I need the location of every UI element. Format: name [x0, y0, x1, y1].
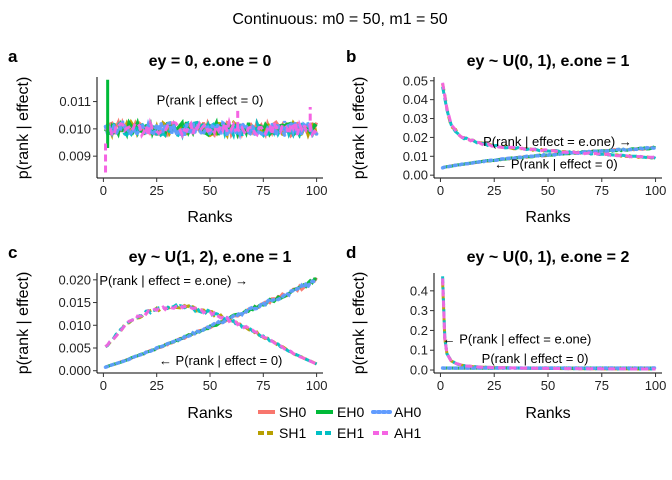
y-tick-label: 0.010: [58, 121, 91, 136]
series-group: [440, 82, 658, 170]
series-line-ah0: [103, 277, 319, 369]
x-tick-label: 100: [645, 378, 667, 393]
panel-title: ey ~ U(0, 1), e.one = 1: [467, 53, 630, 70]
y-tick-label: 0.3: [410, 303, 428, 318]
annotation: ← P(rank | effect = 0): [159, 353, 282, 368]
y-tick-label: 0.010: [58, 318, 91, 333]
annotation: P(rank | effect = 0): [157, 92, 264, 107]
y-axis-label: p(rank | effect): [15, 272, 32, 375]
series-line-ah1: [104, 116, 318, 140]
x-tick-label: 0: [437, 183, 444, 198]
annotation: P(rank | effect = 0): [482, 351, 589, 366]
panel-title: ey = 0, e.one = 0: [149, 53, 272, 70]
series-group: [103, 276, 319, 369]
x-tick-label: 25: [487, 183, 501, 198]
x-tick-label: 25: [487, 378, 501, 393]
x-axis-label: Ranks: [525, 209, 570, 226]
y-tick-label: 0.0: [410, 363, 428, 378]
panel-c: c ey ~ U(1, 2), e.one = 1 0 25 50 75 100 0.000 0…: [8, 243, 327, 422]
series-line-ah1: [441, 278, 656, 371]
panel-letter: b: [346, 47, 356, 66]
panel-letter: a: [8, 47, 18, 66]
y-tick-label: 0.011: [59, 94, 91, 109]
y-tick-label: 0.009: [58, 149, 91, 164]
x-tick-label: 25: [149, 378, 163, 393]
y-tick-label: 0.01: [403, 149, 428, 164]
legend-label-ah0: AH0: [394, 404, 421, 420]
y-tick-label: 0.04: [403, 92, 428, 107]
y-axis-label: p(rank | effect): [351, 272, 368, 375]
x-tick-label: 50: [541, 378, 555, 393]
y-tick-label: 0.03: [403, 111, 428, 126]
x-tick-label: 100: [645, 183, 667, 198]
x-tick-label: 100: [306, 378, 328, 393]
y-tick-label: 0.2: [410, 323, 428, 338]
x-tick-label: 0: [437, 378, 444, 393]
legend-label-eh0: EH0: [337, 404, 364, 420]
x-tick-label: 75: [256, 183, 270, 198]
x-tick-label: 50: [203, 183, 217, 198]
panel-d: d ey ~ U(0, 1), e.one = 2 0 25 50 75 100 0.0 0.1…: [346, 243, 666, 422]
x-axis-label: Ranks: [525, 405, 570, 422]
series-line-ah0: [440, 145, 658, 170]
series-line-ah1: [104, 303, 318, 366]
series-group: [440, 276, 658, 371]
x-tick-label: 0: [100, 378, 107, 393]
x-tick-label: 50: [541, 183, 555, 198]
x-tick-label: 25: [149, 183, 163, 198]
legend: SH0 SH1 EH0 EH1 AH0 AH1: [258, 404, 421, 441]
panel-letter: c: [8, 243, 17, 262]
y-tick-label: 0.015: [58, 295, 91, 310]
y-tick-label: 0.005: [58, 341, 91, 356]
figure-title: Continuous: m0 = 50, m1 = 50: [232, 11, 447, 28]
y-tick-label: 0.020: [58, 272, 91, 287]
y-tick-label: 0.02: [403, 130, 428, 145]
panel-b: b ey ~ U(0, 1), e.one = 1 0 25 50 75 100 0.00 0.…: [346, 47, 666, 226]
legend-label-sh0: SH0: [279, 404, 306, 420]
x-axis-label: Ranks: [187, 209, 232, 226]
legend-label-ah1: AH1: [394, 425, 421, 441]
annotation: P(rank | effect = e.one) →: [483, 134, 632, 149]
legend-label-sh1: SH1: [279, 425, 306, 441]
panel-title: ey ~ U(0, 1), e.one = 2: [467, 249, 630, 266]
series-line-ah1: [441, 82, 656, 160]
x-tick-label: 50: [203, 378, 217, 393]
x-tick-label: 100: [306, 183, 328, 198]
panel-title: ey ~ U(1, 2), e.one = 1: [129, 249, 292, 266]
annotation: P(rank | effect = e.one) →: [99, 273, 248, 288]
panel-letter: d: [346, 243, 356, 262]
y-axis-label: p(rank | effect): [15, 77, 32, 180]
x-tick-label: 75: [595, 183, 609, 198]
y-tick-label: 0.1: [410, 343, 428, 358]
panels: a ey = 0, e.one = 00 25 50 75 1000.0090.0100.…: [8, 47, 666, 422]
panel-a: a ey = 0, e.one = 0 0 25 50 75 100 0.009 0.010 0.…: [8, 47, 327, 226]
y-tick-label: 0.000: [58, 363, 91, 378]
x-axis-label: Ranks: [187, 405, 232, 422]
x-tick-label: 75: [256, 378, 270, 393]
legend-label-eh1: EH1: [337, 425, 364, 441]
x-tick-label: 0: [100, 183, 107, 198]
y-tick-label: 0.05: [403, 73, 428, 88]
x-tick-label: 75: [595, 378, 609, 393]
annotation: ← P(rank | effect = e.one): [443, 331, 592, 346]
y-tick-label: 0.4: [410, 283, 428, 298]
y-axis-label: p(rank | effect): [351, 77, 368, 180]
series-group: [103, 79, 319, 173]
y-tick-label: 0.00: [403, 168, 428, 183]
annotation: ← P(rank | effect = 0): [494, 157, 617, 172]
